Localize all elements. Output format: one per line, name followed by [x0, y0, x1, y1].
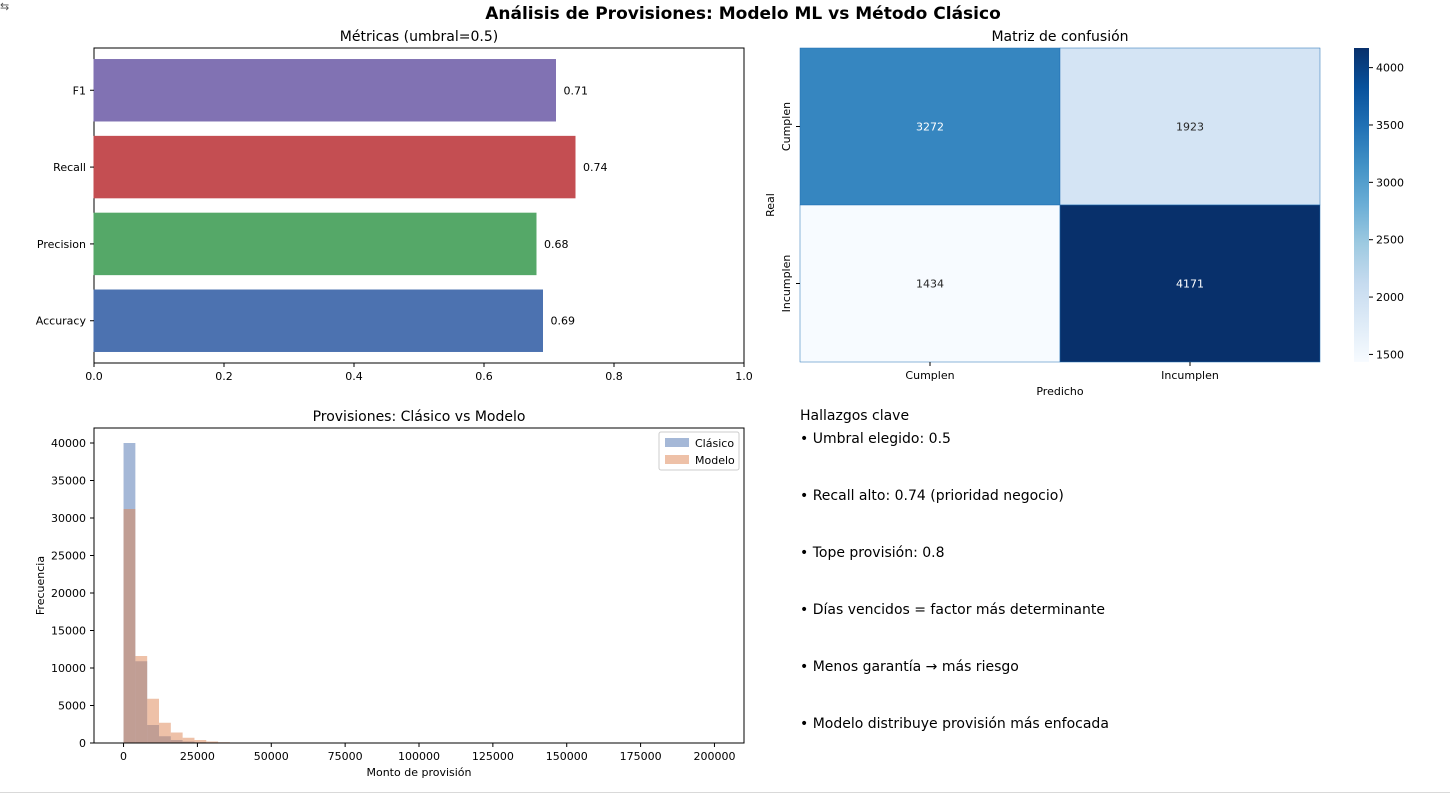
colorbar-tick-label: 3500	[1376, 119, 1404, 132]
x-tick-label: 0	[120, 750, 127, 763]
provisions-histogram: Provisiones: Clásico vs Modelo 0 25000 5000…	[34, 409, 745, 779]
colorbar-tick-label: 2000	[1376, 291, 1404, 304]
y-tick-label: 0	[79, 737, 86, 750]
histogram-bar-modelo	[182, 737, 195, 743]
finding-item: • Días vencidos = factor más determinant…	[800, 602, 1105, 618]
x-axis-label: Predicho	[1036, 385, 1084, 398]
x-tick-label: Cumplen	[905, 369, 954, 382]
histogram-bar-modelo	[206, 741, 219, 743]
bar-recall	[93, 135, 576, 199]
bar-precision	[93, 212, 537, 276]
x-tick-label: 0.8	[605, 370, 623, 383]
heatmap-cell-value: 3272	[916, 121, 944, 134]
y-tick-label: F1	[73, 84, 86, 97]
x-tick-label: 150000	[546, 750, 588, 763]
x-tick-label: 0.2	[215, 370, 233, 383]
finding-item: • Tope provisión: 0.8	[800, 545, 945, 561]
colorbar-tick-label: 4000	[1376, 62, 1404, 75]
x-tick-label: 0.4	[345, 370, 363, 383]
figure-suptitle: Análisis de Provisiones: Modelo ML vs Mé…	[485, 4, 1001, 24]
heatmap-cell	[799, 47, 1061, 206]
histogram-bar-modelo	[194, 740, 207, 743]
x-tick-label: 25000	[180, 750, 215, 763]
x-tick-label: 0.0	[85, 370, 103, 383]
heatmap-cell-value: 4171	[1176, 278, 1204, 291]
legend-swatch	[665, 455, 689, 464]
histogram-bar-modelo	[170, 732, 183, 743]
colorbar-tick-label: 3000	[1376, 176, 1404, 189]
y-tick-label: Accuracy	[36, 315, 87, 328]
x-tick-label: Incumplen	[1161, 369, 1219, 382]
histogram-bar-modelo	[123, 509, 136, 743]
findings-title: Hallazgos clave	[800, 408, 910, 424]
y-axis-label: Frecuencia	[34, 556, 47, 615]
x-tick-label: 100000	[398, 750, 440, 763]
y-axis-label: Real	[764, 193, 777, 217]
y-tick-label: Recall	[53, 161, 86, 174]
x-tick-label: 1.0	[735, 370, 753, 383]
x-tick-label: 75000	[328, 750, 363, 763]
legend-swatch	[665, 438, 689, 447]
legend-label: Clásico	[695, 437, 734, 450]
bar-chart-title: Métricas (umbral=0.5)	[340, 29, 498, 45]
bar-value-label: 0.71	[564, 84, 589, 97]
finding-item: • Recall alto: 0.74 (prioridad negocio)	[800, 488, 1064, 504]
colorbar-tick-label: 2500	[1376, 234, 1404, 247]
x-axis-label: Monto de provisión	[366, 766, 471, 779]
heatmap-title: Matriz de confusión	[991, 29, 1128, 45]
y-tick-label: 35000	[51, 475, 86, 488]
histogram-bar-modelo	[159, 722, 171, 743]
heatmap-cell	[799, 204, 1061, 363]
histogram-bar-modelo	[135, 656, 148, 743]
x-tick-label: 125000	[472, 750, 514, 763]
y-tick-label: 15000	[51, 625, 86, 638]
finding-item: • Menos garantía → más riesgo	[800, 659, 1019, 675]
bottom-divider	[0, 792, 1450, 793]
y-tick-label: 10000	[51, 662, 86, 675]
y-tick-label: 20000	[51, 587, 86, 600]
x-tick-label: 200000	[693, 750, 735, 763]
y-tick-label: Cumplen	[780, 102, 793, 151]
y-tick-label: 5000	[58, 700, 86, 713]
bar-value-label: 0.68	[544, 238, 569, 251]
x-tick-label: 0.6	[475, 370, 493, 383]
colorbar-tick-label: 1500	[1376, 348, 1404, 361]
legend-label: Modelo	[695, 454, 735, 467]
bar-f1	[93, 59, 556, 122]
y-tick-label: Incumplen	[780, 255, 793, 313]
heatmap-cell	[1059, 47, 1321, 206]
y-tick-label: Precision	[37, 238, 86, 251]
heatmap-cell	[1059, 204, 1321, 363]
finding-item: • Modelo distribuye provisión más enfoca…	[800, 716, 1109, 732]
figure-toolbar-icon[interactable]: ⇆	[0, 0, 10, 13]
x-tick-label: 175000	[620, 750, 662, 763]
finding-item: • Umbral elegido: 0.5	[800, 431, 951, 447]
histogram-legend: Clásico Modelo	[658, 431, 740, 471]
metrics-bar-chart: Métricas (umbral=0.5) 0.69 Accuracy 0.68 Pre…	[36, 29, 753, 383]
y-tick-label: 25000	[51, 550, 86, 563]
histogram-background	[94, 428, 744, 743]
histogram-bar-modelo	[147, 698, 159, 743]
y-tick-label: 40000	[51, 437, 86, 450]
colorbar	[1354, 48, 1369, 362]
histogram-title: Provisiones: Clásico vs Modelo	[313, 409, 526, 425]
findings-panel: Hallazgos clave • Umbral elegido: 0.5 • …	[800, 406, 1420, 771]
confusion-matrix-heatmap: Matriz de confusión 3272 1923 1434 4171 Cumpl…	[764, 29, 1404, 398]
bar-value-label: 0.69	[551, 315, 576, 328]
bar-value-label: 0.74	[583, 161, 608, 174]
heatmap-cell-value: 1434	[916, 278, 944, 291]
x-tick-label: 50000	[254, 750, 289, 763]
heatmap-cell-value: 1923	[1176, 121, 1204, 134]
bar-accuracy	[93, 289, 543, 352]
y-tick-label: 30000	[51, 512, 86, 525]
